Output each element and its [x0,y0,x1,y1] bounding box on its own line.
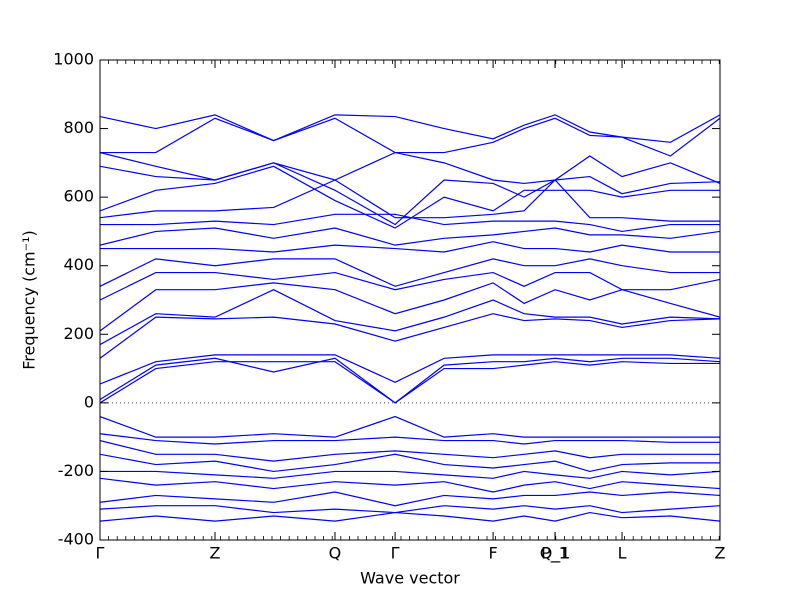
x-tick-label: Z [715,544,726,563]
x-axis-label: Wave vector [360,569,460,588]
band-line [100,505,720,514]
y-axis-label: Frequency (cm⁻¹) [20,230,39,369]
x-tick-label: Γ [391,544,400,563]
y-tick-label: 0 [84,392,94,411]
band-line [100,433,720,445]
band-line [100,511,720,522]
y-tick-label: 200 [63,324,94,343]
band-line [100,289,720,346]
x-tick-label: F [488,544,497,563]
band-line [100,227,720,246]
x-tick-label: Q_1 [540,544,571,564]
band-line [100,491,720,507]
band-line [100,477,720,493]
band-line [100,241,720,253]
band-line [100,282,720,332]
band-line [100,271,720,301]
band-line [100,361,720,404]
band-line [100,313,720,359]
band-line [100,179,720,222]
band-line [100,258,720,287]
y-tick-label: 800 [63,118,94,137]
band-line [100,117,720,157]
band-line [100,357,720,404]
y-tick-label: -400 [58,530,94,549]
band-line [100,114,720,143]
x-tick-label: Γ [96,544,105,563]
x-tick-label: P_1 [541,544,569,564]
band-line [100,354,720,385]
x-tick-label: Z [210,544,221,563]
y-tick-label: 400 [63,255,94,274]
band-line [100,470,720,479]
x-tick-label: Q [329,544,342,563]
band-line [100,439,720,462]
band-line [100,165,720,229]
plot-frame [99,59,721,541]
band-line [100,213,720,233]
y-tick-label: 600 [63,187,94,206]
x-tick-label: L [618,544,627,563]
band-line [100,162,720,226]
band-line [100,453,720,473]
y-tick-label: -200 [58,461,94,480]
y-tick-label: 1000 [53,50,94,69]
band-line [100,415,720,438]
